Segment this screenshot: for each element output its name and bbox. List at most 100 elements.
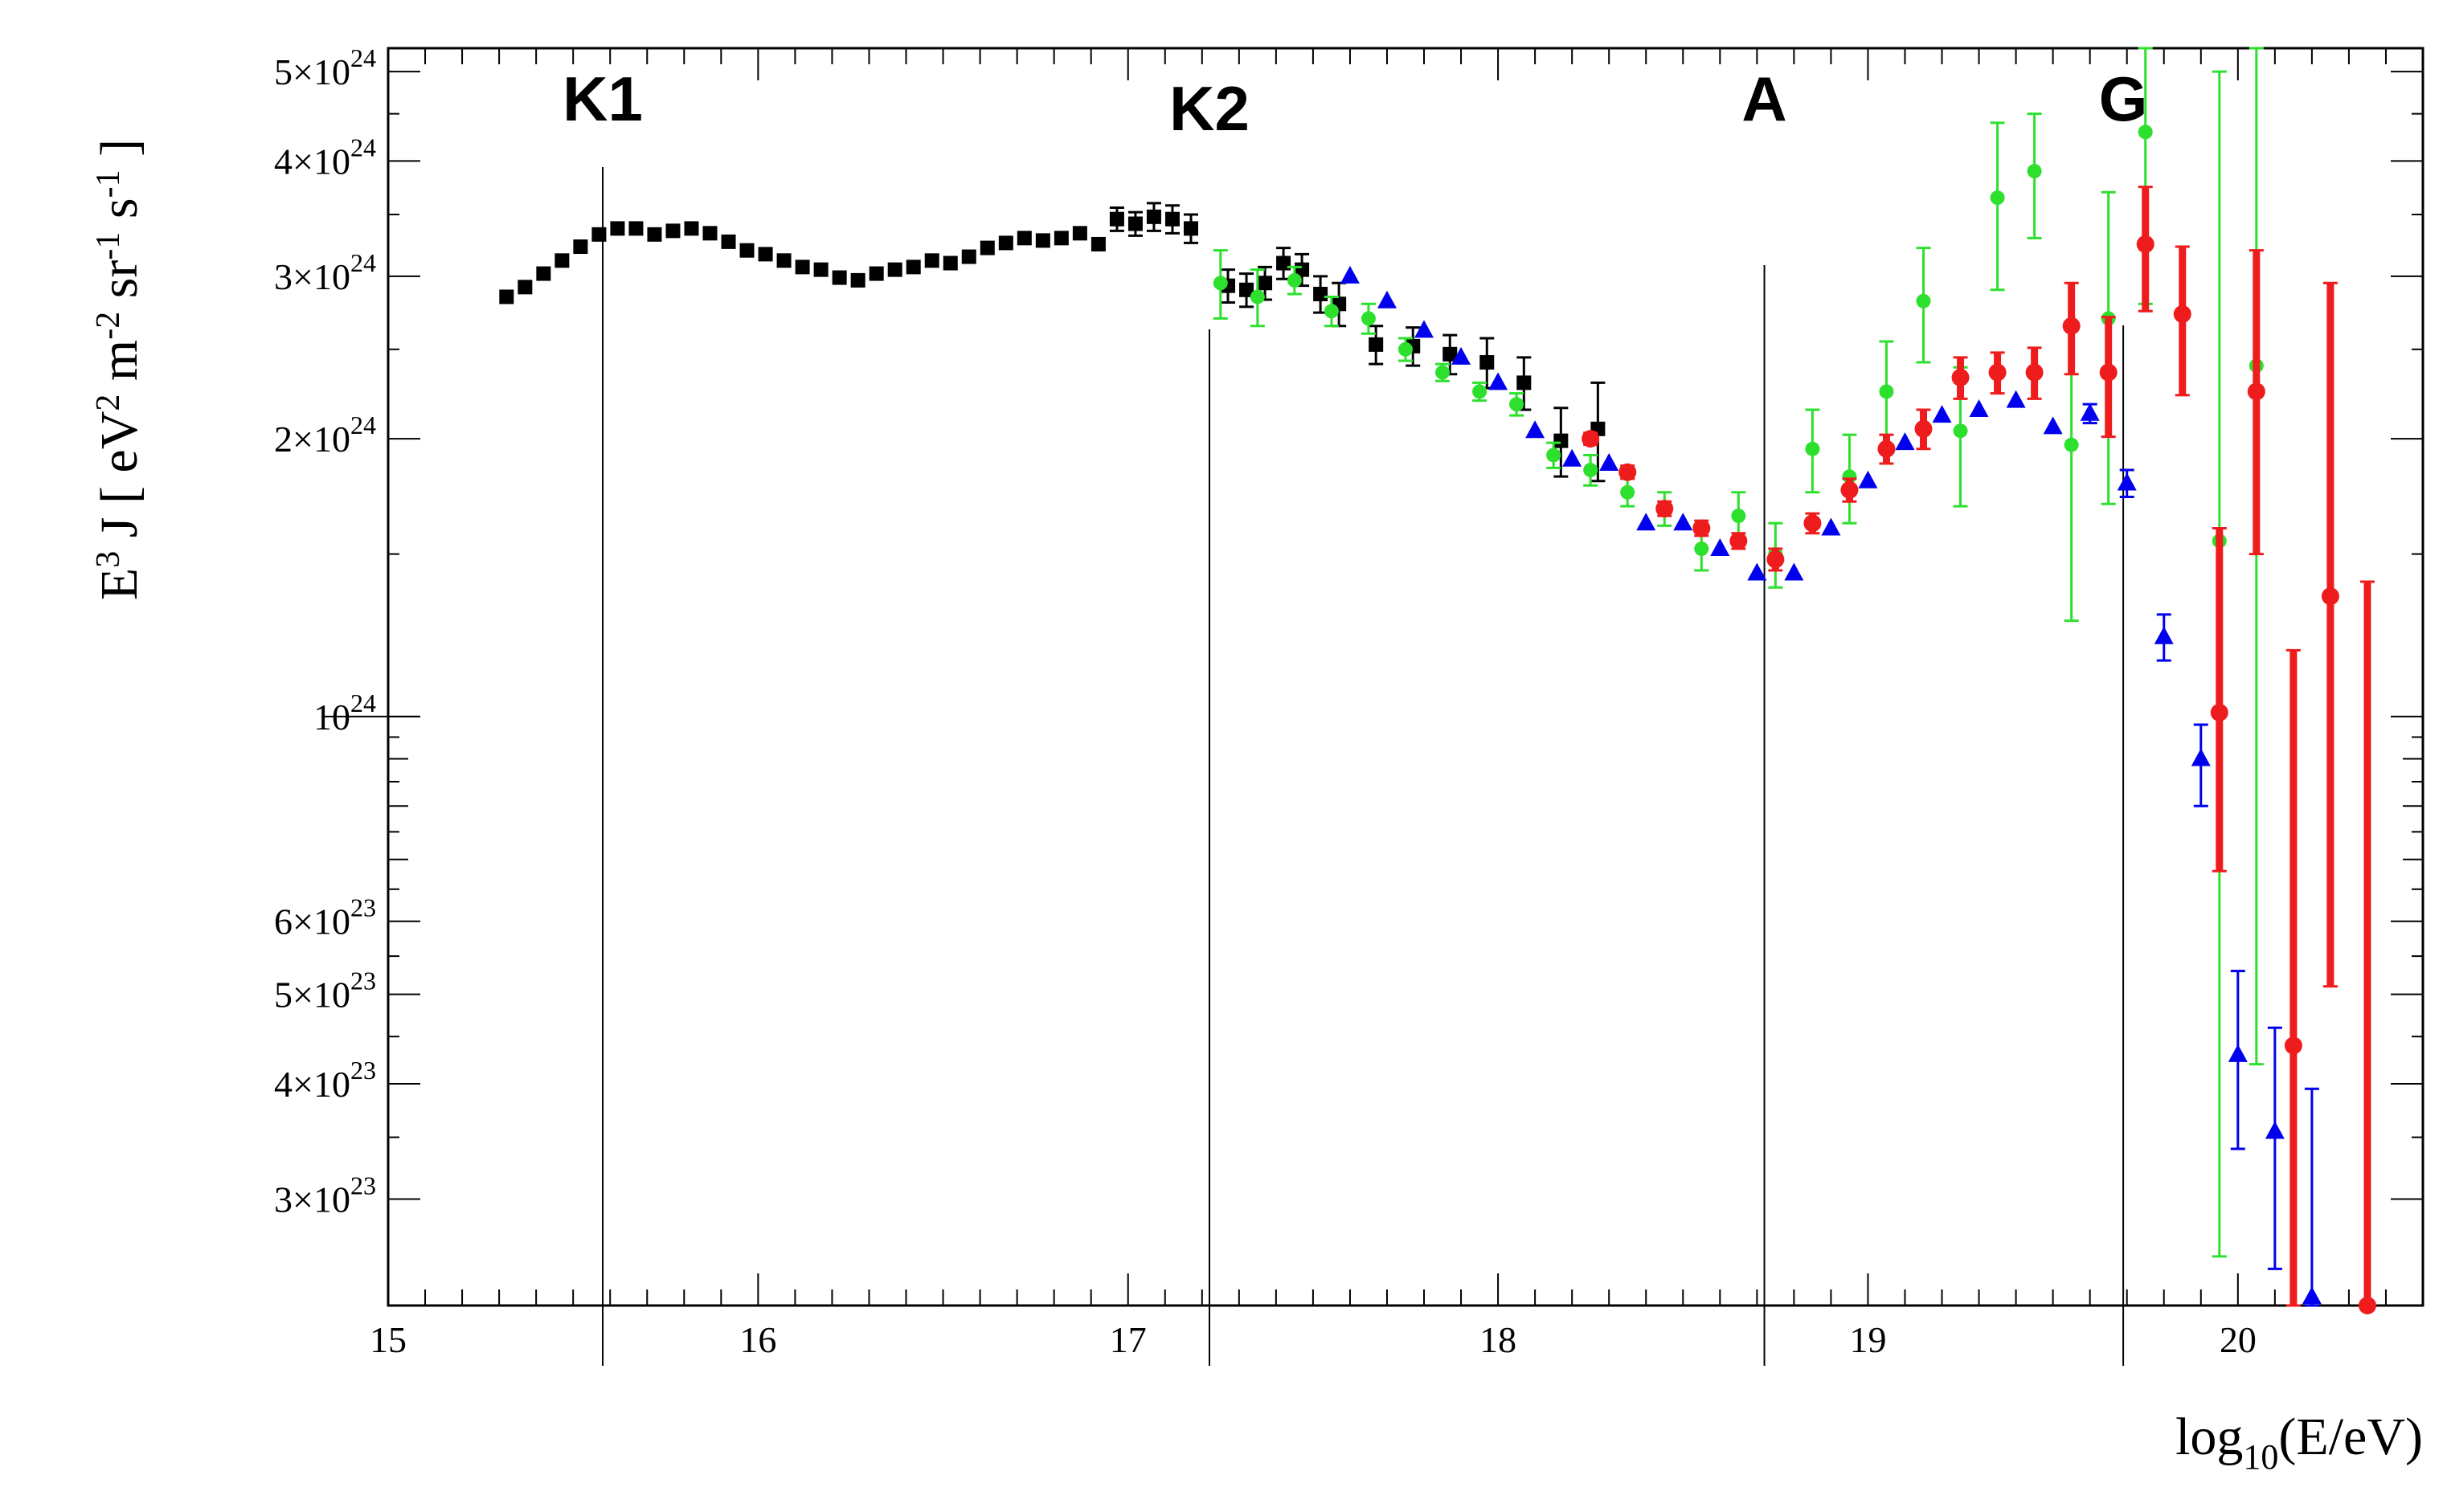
y-tick-mantissa: 5×10 — [274, 51, 350, 92]
y-tick-label: 2×1024 — [274, 411, 376, 460]
data-point — [832, 270, 847, 285]
data-point — [628, 221, 644, 236]
annotation-label: K1 — [563, 63, 643, 134]
y-tick-label: 4×1024 — [274, 133, 376, 182]
data-point — [1276, 255, 1291, 271]
data-point — [1803, 514, 1822, 533]
series-1 — [1213, 47, 2264, 1258]
annotation-label: K2 — [1169, 73, 1250, 144]
y-tick-label: 4×1023 — [274, 1056, 376, 1105]
y-tick-exponent: 23 — [350, 1171, 376, 1199]
y-tick-exponent: 23 — [350, 893, 376, 922]
data-point — [1451, 346, 1471, 365]
data-point — [1340, 265, 1360, 284]
data-point — [1562, 448, 1582, 467]
y-title-part: sr — [90, 260, 149, 312]
data-point — [1313, 286, 1328, 301]
data-point — [1784, 562, 1804, 581]
data-point — [702, 226, 718, 241]
data-point — [1582, 430, 1600, 448]
data-point — [924, 253, 939, 268]
data-point — [1250, 289, 1265, 304]
data-point — [758, 247, 773, 262]
data-point — [1895, 432, 1915, 451]
data-point — [1840, 480, 1859, 499]
data-point — [1914, 419, 1933, 438]
data-point — [554, 253, 570, 268]
data-point — [1805, 441, 1820, 456]
data-point — [2117, 472, 2137, 491]
series-2 — [1340, 265, 2322, 1307]
y-tick-label: 1024 — [313, 689, 376, 738]
data-point — [1879, 384, 1894, 399]
y-title-sup: -1 — [90, 170, 127, 198]
y-tick-mantissa: 4×10 — [274, 141, 350, 182]
data-point — [665, 223, 681, 239]
data-point — [1599, 452, 1619, 471]
x-tick-label: 16 — [739, 1319, 776, 1360]
data-point — [1729, 532, 1748, 550]
y-tick-mantissa: 4×10 — [274, 1064, 350, 1105]
data-point — [1072, 226, 1087, 241]
data-point — [906, 259, 921, 275]
data-point — [1583, 463, 1598, 478]
data-point — [1877, 439, 1896, 458]
data-point — [1109, 211, 1124, 227]
data-point — [1990, 190, 2005, 206]
y-tick-label: 5×1024 — [274, 43, 376, 92]
data-point — [1472, 384, 1487, 399]
data-point — [1479, 355, 1495, 370]
data-point — [1525, 420, 1545, 439]
data-point — [795, 259, 810, 275]
data-point — [813, 262, 829, 277]
y-tick-mantissa: 3×10 — [274, 256, 350, 297]
data-point — [1369, 337, 1384, 352]
y-tick-mantissa: 2×10 — [274, 419, 350, 460]
data-point — [1239, 282, 1254, 297]
y-title-part: s — [90, 198, 149, 231]
data-point — [2027, 164, 2042, 179]
data-point — [2247, 382, 2265, 401]
data-point — [1710, 538, 1730, 557]
x-tick-label: 19 — [1849, 1319, 1886, 1360]
x-tick-label: 20 — [2220, 1319, 2257, 1360]
data-point — [850, 272, 865, 288]
y-title-sup: -2 — [90, 312, 127, 340]
data-point — [2064, 437, 2079, 452]
data-point — [1091, 236, 1106, 251]
data-point — [721, 234, 736, 249]
y-tick-exponent: 24 — [350, 689, 376, 717]
data-point — [887, 262, 902, 277]
data-point — [1988, 363, 2007, 382]
data-point — [1694, 541, 1709, 557]
data-point — [1692, 519, 1711, 537]
data-point — [2191, 748, 2211, 766]
data-point — [1858, 470, 1878, 488]
data-point — [518, 280, 533, 295]
data-point — [1766, 550, 1785, 569]
annotation-label: G — [2099, 63, 2148, 134]
data-point — [869, 266, 884, 281]
data-point — [1509, 397, 1524, 412]
y-tick-label: 3×1024 — [274, 248, 376, 297]
data-point — [1951, 368, 1970, 386]
annotation-label: A — [1741, 63, 1786, 134]
data-point — [1618, 463, 1637, 481]
data-point — [1553, 433, 1569, 448]
x-tick-label: 18 — [1479, 1319, 1516, 1360]
data-point — [1821, 517, 1841, 536]
data-point — [1655, 500, 1674, 518]
data-point — [2284, 1036, 2302, 1055]
data-point — [2358, 1297, 2376, 1314]
data-point — [943, 255, 958, 271]
y-title-part: m — [90, 340, 149, 394]
y-tick-exponent: 24 — [350, 411, 376, 439]
data-point — [2228, 1044, 2248, 1062]
data-point — [998, 235, 1013, 251]
data-point — [1636, 513, 1656, 531]
data-point — [1035, 233, 1050, 248]
data-point — [961, 249, 976, 264]
x-title-base: log — [2175, 1408, 2243, 1466]
data-point — [1213, 276, 1228, 291]
data-point — [536, 266, 551, 281]
